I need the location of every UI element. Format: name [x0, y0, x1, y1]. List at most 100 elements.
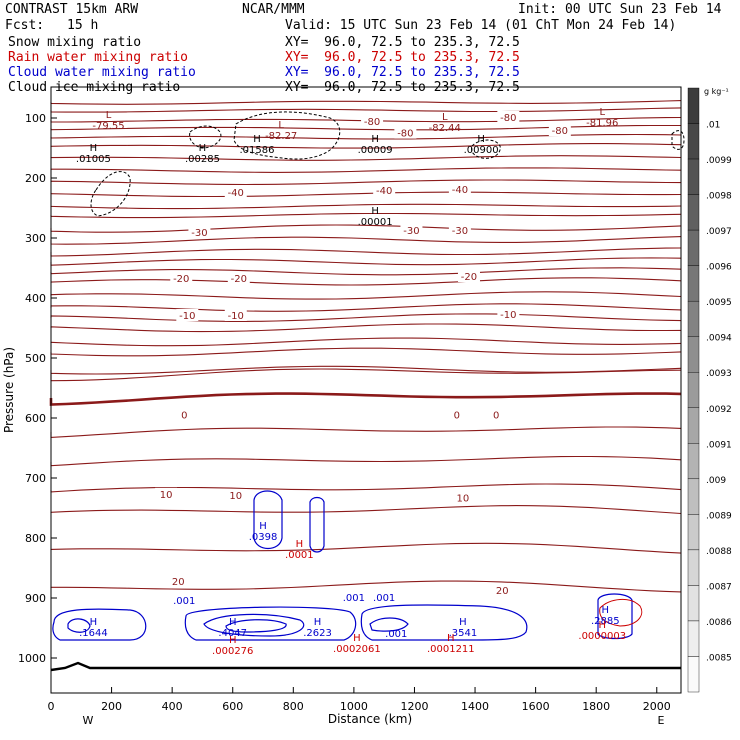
contour-label-bg — [448, 183, 471, 195]
x-tick-label: 1200 — [400, 700, 428, 713]
isotherm-line — [50, 179, 682, 186]
isotherm-label: -80 — [364, 117, 380, 128]
isotherm-line — [50, 580, 682, 593]
contour-label-bg — [445, 408, 468, 421]
colorbar-label: .0098 — [706, 192, 732, 202]
extremum-marker: H — [371, 134, 379, 145]
contour-label-bg — [373, 184, 396, 197]
extremum-marker: H — [314, 617, 322, 628]
valid-time: Valid: 15 UTC Sun 23 Feb 14 (01 ChT Mon … — [285, 18, 677, 33]
isotherm-label: -10 — [179, 311, 195, 322]
isotherm-label: -20 — [173, 274, 189, 285]
isotherm-line — [50, 167, 682, 173]
extremum-marker: H — [259, 521, 267, 532]
colorbar-swatch — [687, 87, 700, 124]
contour-label-bg — [448, 223, 471, 236]
isotherm-line — [50, 107, 682, 113]
plot-frame — [50, 86, 682, 694]
extremum-value: .4047 — [218, 628, 247, 639]
colorbar-label: .0087 — [706, 582, 732, 592]
y-tick-label: 700 — [25, 472, 46, 485]
isotherm-line — [50, 426, 682, 438]
y-tick-label: 100 — [25, 112, 46, 125]
extremum-marker: H — [459, 617, 467, 628]
isotherm-line — [50, 347, 682, 357]
extremum-value: -82.44 — [429, 123, 461, 134]
chart-title: CONTRAST 15km ARW — [5, 2, 139, 17]
colorbar-swatch — [687, 372, 700, 408]
rain-contour — [599, 599, 643, 627]
isotherm-label: 0 — [493, 411, 499, 422]
extremum-value: .2885 — [591, 616, 620, 627]
y-tick-label: 900 — [25, 592, 46, 605]
x-tick-label: 2000 — [643, 700, 671, 713]
isotherm-line — [50, 191, 682, 198]
isotherm-line — [50, 124, 681, 131]
y-tick-label: 1000 — [18, 652, 46, 665]
isotherm-line — [50, 337, 682, 347]
extremum-value: .0001211 — [427, 644, 475, 655]
colorbar-swatch — [687, 656, 700, 693]
contour-label-bg — [457, 270, 480, 282]
isotherm-line — [49, 392, 682, 406]
colorbar-label: .0096 — [706, 263, 732, 273]
isotherm-label: 10 — [457, 493, 470, 504]
isotherm-label: -40 — [376, 186, 392, 197]
extremum-value: .00900 — [464, 145, 499, 156]
snow-contour — [233, 111, 341, 160]
colorbar-label: .0092 — [706, 405, 732, 415]
extremum-marker: H — [296, 539, 304, 550]
contour-label-bg — [491, 583, 514, 596]
extremum-value: .0001 — [285, 550, 314, 561]
isotherm-label: -30 — [191, 228, 207, 239]
extremum-marker: H — [90, 143, 98, 154]
colorbar-swatch — [687, 265, 700, 302]
isotherm-line — [50, 257, 682, 266]
isotherm-line — [50, 291, 682, 300]
field-xy-cloud-water: XY= 96.0, 72.5 to 235.3, 72.5 — [285, 65, 520, 80]
extremum-marker: H — [602, 605, 610, 616]
extremum-marker: L — [442, 112, 448, 123]
cloud-contour — [184, 606, 357, 641]
field-xy-snow: XY= 96.0, 72.5 to 235.3, 72.5 — [285, 35, 520, 50]
snow-contours — [90, 111, 685, 217]
extremum-value: .00009 — [358, 145, 393, 156]
isotherm-line — [50, 133, 682, 140]
colorbar-swatch — [687, 194, 700, 231]
extremum-value: .3541 — [449, 628, 478, 639]
colorbar-label: .009 — [706, 476, 726, 486]
colorbar-swatch — [687, 443, 700, 480]
field-label-rain: Rain water mixing ratio — [8, 50, 189, 65]
colorbar: .01 .0099 .0098 .0097 .0096 .0095 .0094 .0093 .0… — [687, 87, 732, 693]
extremum-value: .00001 — [358, 217, 393, 228]
contour-label-bg — [224, 186, 247, 198]
y-tick-label: 800 — [25, 532, 46, 545]
x-tick-label: 200 — [101, 700, 122, 713]
isotherm-line — [50, 505, 682, 515]
colorbar-swatch — [687, 300, 700, 337]
org-label: NCAR/MMM — [242, 2, 305, 17]
isotherm-line — [50, 455, 682, 467]
x-tick-label: 1000 — [340, 700, 368, 713]
forecast-label: Fcst: — [5, 18, 45, 33]
extremum-marker: H — [253, 134, 261, 145]
extremum-value: .0398 — [249, 532, 278, 543]
extremum-marker: H — [477, 134, 485, 145]
contour-label-bg — [173, 408, 196, 421]
contour-label-bg — [176, 309, 199, 321]
cloud-contour — [225, 619, 287, 633]
colorbar-swatch — [687, 158, 700, 195]
extremum-marker: H — [90, 617, 98, 628]
isotherm-label: -10 — [228, 311, 244, 322]
extremum-marker: H — [353, 633, 361, 644]
colorbar-label: .0085 — [706, 653, 732, 663]
extremum-value: .0000003 — [578, 631, 626, 642]
contour-label-bg — [497, 111, 520, 123]
contour-label-bg — [497, 307, 520, 320]
isotherm-label: -20 — [461, 272, 477, 283]
colorbar-swatch — [687, 336, 700, 373]
cloud-contour-label: .001 — [343, 593, 365, 604]
isotherm-line — [50, 116, 682, 123]
colorbar-label: .01 — [706, 121, 720, 131]
isotherm-line — [50, 277, 682, 286]
